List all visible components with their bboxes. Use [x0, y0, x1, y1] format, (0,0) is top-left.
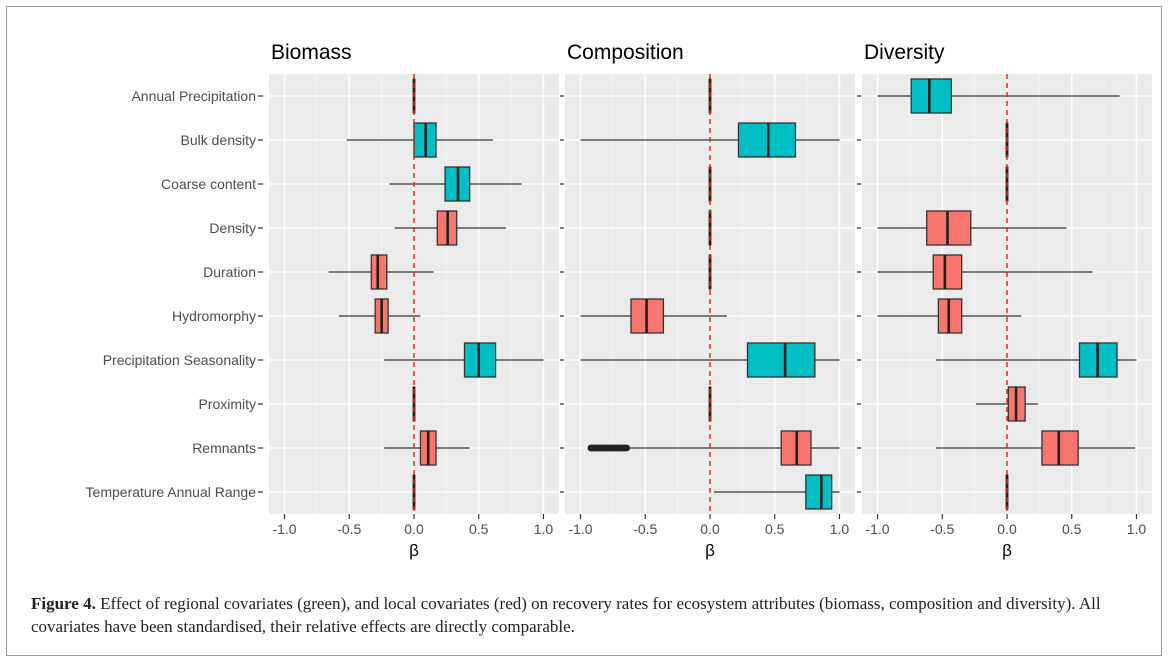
- x-tick-label: 0.5: [765, 521, 785, 537]
- panel-title-biomass: Biomass: [271, 41, 352, 64]
- box-biomass-coarse-content: [389, 166, 522, 202]
- x-axis-label: β: [1002, 541, 1012, 560]
- figure-frame: Annual Precipitation Bulk density Coarse c…: [6, 6, 1162, 656]
- panel-biomass: Biomass -1.0 -0.5 0.0 0.5 1.0 β: [269, 41, 559, 560]
- outlier-point: [623, 444, 631, 452]
- box-biomass-hydromorphy: [338, 298, 421, 334]
- box-diversity-remnants: [935, 430, 1136, 466]
- box-composition-temperature-annual-range: [713, 474, 840, 510]
- box-biomass-bulk-density: [346, 122, 493, 158]
- x-tick-label: 1.0: [1127, 521, 1147, 537]
- x-tick-label: -0.5: [337, 521, 361, 537]
- x-axis-label: β: [705, 541, 715, 560]
- x-tick-label: -0.5: [633, 521, 657, 537]
- x-tick-label: -1.0: [865, 521, 889, 537]
- box-iqr: [910, 78, 952, 114]
- box-iqr: [805, 474, 833, 510]
- box-composition-hydromorphy: [580, 298, 727, 334]
- x-tick-label: 0.5: [1062, 521, 1082, 537]
- x-tick-label: 1.0: [534, 521, 554, 537]
- panel-composition: Composition -1.0 -0.5 0.0 0.5 1.0 β: [560, 41, 855, 560]
- box-composition-precipitation-seasonality: [580, 342, 840, 378]
- box-biomass-density: [394, 210, 506, 246]
- panel-diversity: Diversity -1.0 -0.5 0.0 0.5 1.0 β: [857, 41, 1152, 560]
- x-tick-label: 0.5: [469, 521, 489, 537]
- y-tick-label-temperature-annual-range: Temperature Annual Range: [86, 484, 257, 500]
- y-tick-label-density: Density: [209, 220, 256, 236]
- box-iqr: [746, 342, 816, 378]
- x-tick-label: 1.0: [830, 521, 850, 537]
- y-tick-label-proximity: Proximity: [198, 396, 256, 412]
- y-tick-label-annual-precipitation: Annual Precipitation: [131, 88, 256, 104]
- box-biomass-duration: [328, 254, 434, 290]
- box-diversity-duration: [877, 254, 1093, 290]
- x-tick-label: -1.0: [568, 521, 592, 537]
- box-diversity-proximity: [975, 386, 1039, 422]
- box-diversity-hydromorphy: [877, 298, 1022, 334]
- caption-label: Figure 4.: [31, 594, 96, 613]
- x-tick-label: 0.0: [997, 521, 1017, 537]
- panel-title-diversity: Diversity: [864, 41, 945, 64]
- x-axis-label: β: [409, 541, 419, 560]
- x-tick-label: 0.0: [700, 521, 720, 537]
- box-composition-remnants: [587, 430, 840, 466]
- box-biomass-precipitation-seasonality: [384, 342, 544, 378]
- boxplot-figure: Annual Precipitation Bulk density Coarse c…: [86, 41, 1152, 560]
- caption-text: Effect of regional covariates (green), a…: [31, 594, 1101, 636]
- figure-caption: Figure 4. Effect of regional covariates …: [31, 592, 1151, 638]
- x-tick-label: 0.0: [404, 521, 424, 537]
- x-tick-label: -1.0: [272, 521, 296, 537]
- box-diversity-density: [877, 210, 1067, 246]
- box-iqr: [932, 254, 963, 290]
- y-tick-label-duration: Duration: [203, 264, 256, 280]
- y-tick-label-bulk-density: Bulk density: [181, 132, 256, 148]
- x-tick-label: -0.5: [930, 521, 954, 537]
- box-biomass-remnants: [384, 430, 470, 466]
- y-tick-label-coarse-content: Coarse content: [161, 176, 256, 192]
- panel-title-composition: Composition: [567, 41, 684, 64]
- y-tick-label-precipitation-seasonality: Precipitation Seasonality: [103, 352, 256, 368]
- y-tick-label-hydromorphy: Hydromorphy: [172, 308, 256, 324]
- box-diversity-precipitation-seasonality: [935, 342, 1137, 378]
- y-tick-label-remnants: Remnants: [192, 440, 256, 456]
- box-diversity-annual-precipitation: [877, 78, 1120, 114]
